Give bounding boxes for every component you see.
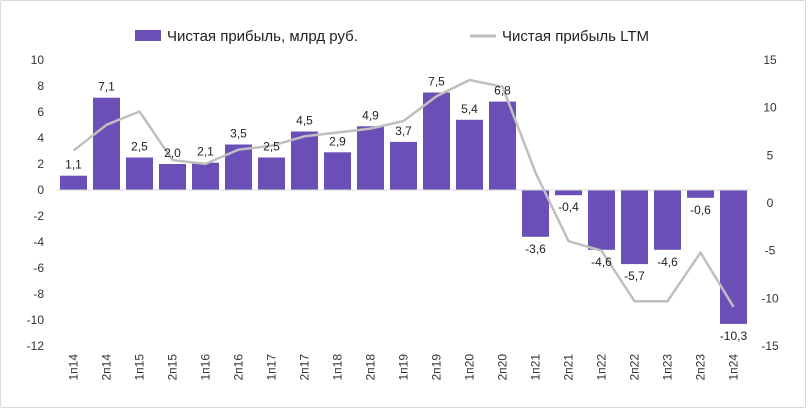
legend-bar-label: Чистая прибыль, млрд руб. xyxy=(167,28,358,45)
bar-data-label: -4,6 xyxy=(657,255,678,269)
bar xyxy=(324,152,351,190)
x-axis-tick: 2п22 xyxy=(628,354,642,381)
bar-data-label: -4,6 xyxy=(591,255,612,269)
bar xyxy=(687,190,714,198)
bar xyxy=(588,190,615,250)
bar xyxy=(489,101,516,190)
x-axis-tick: 1п14 xyxy=(67,354,81,381)
bar xyxy=(720,190,747,324)
x-axis-tick: 2п14 xyxy=(100,354,114,381)
bar xyxy=(192,162,219,190)
bar-data-label: 1,1 xyxy=(65,158,82,172)
x-axis-tick: 1п15 xyxy=(133,354,147,381)
bar-data-label: 5,4 xyxy=(461,102,478,116)
bar xyxy=(423,92,450,190)
bar-data-label: 2,5 xyxy=(263,140,280,154)
bar xyxy=(522,190,549,237)
right-axis-tick: 0 xyxy=(767,196,774,210)
bar-data-label: 2,5 xyxy=(131,140,148,154)
bar-data-label: 7,1 xyxy=(98,80,115,94)
x-axis-tick: 2п15 xyxy=(166,354,180,381)
left-y-axis: 10 8 6 4 2 0 -2 -4 -6 -8 -10 -12 xyxy=(27,53,45,353)
legend-line-label: Чистая прибыль LTM xyxy=(502,28,649,45)
bar xyxy=(654,190,681,250)
x-axis-tick: 1п24 xyxy=(727,354,741,381)
bar-data-label: 6,8 xyxy=(494,84,511,98)
left-axis-tick: 4 xyxy=(37,131,44,145)
left-axis-tick: 10 xyxy=(31,53,45,67)
bar-data-label: 2,0 xyxy=(164,146,181,160)
right-y-axis: 15 10 5 0 -5 -10 -15 xyxy=(761,53,779,353)
bar xyxy=(291,131,318,190)
x-axis-tick: 1п19 xyxy=(397,354,411,381)
bar-data-label: 3,5 xyxy=(230,127,247,141)
legend: Чистая прибыль, млрд руб. Чистая прибыль… xyxy=(135,28,649,45)
legend-bar-swatch xyxy=(135,30,161,41)
left-axis-tick: 6 xyxy=(37,105,44,119)
x-axis-tick: 1п17 xyxy=(265,354,279,381)
left-axis-tick: 0 xyxy=(37,183,44,197)
x-axis-tick: 2п18 xyxy=(364,354,378,381)
right-axis-tick: 10 xyxy=(763,101,777,115)
bar-data-label: 3,7 xyxy=(395,124,412,138)
right-axis-tick: 15 xyxy=(763,53,777,67)
left-axis-tick: -10 xyxy=(27,313,45,327)
left-axis-tick: -12 xyxy=(27,339,45,353)
x-axis-tick: 1п21 xyxy=(529,354,543,381)
x-axis-tick: 2п23 xyxy=(694,354,708,381)
bar xyxy=(126,157,153,190)
x-axis-tick: 2п17 xyxy=(298,354,312,381)
bar-data-label: 2,1 xyxy=(197,145,214,159)
bar xyxy=(555,190,582,196)
x-axis-tick: 2п20 xyxy=(496,354,510,381)
right-axis-tick: 5 xyxy=(767,148,774,162)
bar xyxy=(357,126,384,190)
bar-data-label: 4,5 xyxy=(296,114,313,128)
left-axis-tick: -4 xyxy=(33,235,44,249)
bar-data-label: -5,7 xyxy=(624,269,645,283)
bar xyxy=(390,141,417,190)
bar xyxy=(258,157,285,190)
ltm-line-series xyxy=(72,78,735,308)
left-axis-tick: -2 xyxy=(33,209,44,223)
bar-data-label: 4,9 xyxy=(362,108,379,122)
bar-data-label: -0,6 xyxy=(690,203,711,217)
bar xyxy=(456,119,483,190)
bar-data-label: -3,6 xyxy=(525,242,546,256)
x-axis-tick: 1п23 xyxy=(661,354,675,381)
bar xyxy=(60,175,87,190)
bar-data-label: -10,3 xyxy=(720,329,748,343)
x-axis-tick: 2п21 xyxy=(562,354,576,381)
bar xyxy=(225,144,252,190)
x-axis-tick: 2п19 xyxy=(430,354,444,381)
bar-data-labels: 1,1 7,1 2,5 2,0 2,1 3,5 2,5 4,5 2,9 4,9 3,7 7,5 5,4 6… xyxy=(65,75,747,343)
bar xyxy=(621,190,648,265)
x-axis-tick: 1п22 xyxy=(595,354,609,381)
bar-series xyxy=(60,92,747,324)
x-axis-tick: 1п18 xyxy=(331,354,345,381)
right-axis-tick: -15 xyxy=(761,339,779,353)
bar xyxy=(93,97,120,190)
x-axis-tick: 1п20 xyxy=(463,354,477,381)
left-axis-tick: -6 xyxy=(33,261,44,275)
right-axis-tick: -5 xyxy=(765,244,776,258)
x-axis-tick: 1п16 xyxy=(199,354,213,381)
left-axis-tick: 8 xyxy=(37,79,44,93)
bar-data-label: 7,5 xyxy=(428,75,445,89)
bar-data-label: -0,4 xyxy=(558,200,579,214)
right-axis-tick: -10 xyxy=(761,291,779,305)
x-axis: 1п14 2п14 1п15 2п15 1п16 2п16 1п17 2п17 1п18 2п18… xyxy=(67,354,741,381)
left-axis-tick: 2 xyxy=(37,157,44,171)
bar-data-label: 2,9 xyxy=(329,134,346,148)
x-axis-tick: 2п16 xyxy=(232,354,246,381)
bar xyxy=(159,164,186,190)
left-axis-tick: -8 xyxy=(33,287,44,301)
